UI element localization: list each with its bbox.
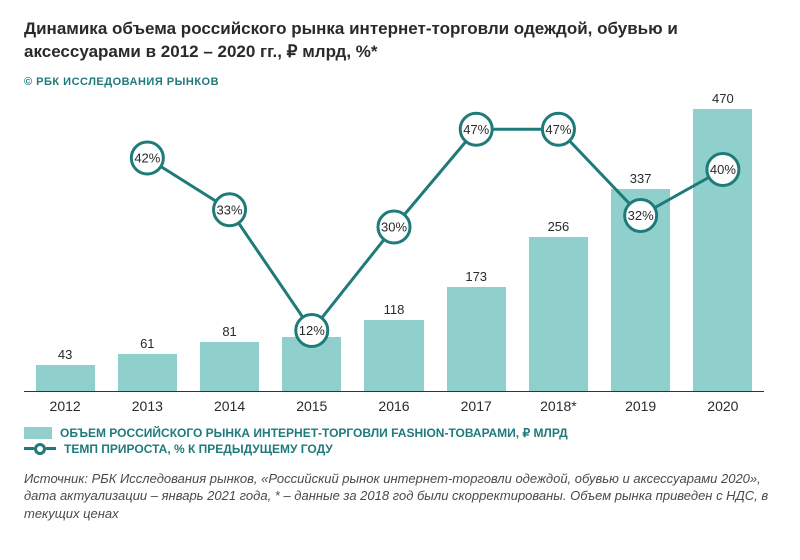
bar: 118 xyxy=(364,320,423,391)
legend-bar-label: ОБЪЕМ РОССИЙСКОГО РЫНКА ИНТЕРНЕТ-ТОРГОВЛ… xyxy=(60,426,568,440)
footnote: Источник: РБК Исследования рынков, «Росс… xyxy=(24,470,776,523)
bar: 61 xyxy=(118,354,177,391)
x-tick: 2014 xyxy=(188,392,270,414)
x-tick: 2019 xyxy=(600,392,682,414)
bar: 256 xyxy=(529,237,588,391)
x-tick: 2016 xyxy=(353,392,435,414)
bar: 43 xyxy=(36,365,95,391)
bar-value-label: 173 xyxy=(447,269,506,284)
bar: 90 xyxy=(282,337,341,391)
legend-bar: ОБЪЕМ РОССИЙСКОГО РЫНКА ИНТЕРНЕТ-ТОРГОВЛ… xyxy=(24,426,776,440)
x-tick: 2018* xyxy=(517,392,599,414)
legend-line-swatch xyxy=(24,443,56,455)
x-tick: 2017 xyxy=(435,392,517,414)
bar: 337 xyxy=(611,189,670,391)
bar-value-label: 470 xyxy=(693,91,752,106)
x-tick: 2013 xyxy=(106,392,188,414)
bar-value-label: 337 xyxy=(611,171,670,186)
legend-bar-swatch xyxy=(24,427,52,439)
x-tick: 2015 xyxy=(271,392,353,414)
x-tick: 2012 xyxy=(24,392,106,414)
bar-value-label: 43 xyxy=(36,347,95,362)
legend: ОБЪЕМ РОССИЙСКОГО РЫНКА ИНТЕРНЕТ-ТОРГОВЛ… xyxy=(24,426,776,456)
x-axis: 2012201320142015201620172018*20192020 xyxy=(24,392,764,414)
bar-value-label: 61 xyxy=(118,336,177,351)
chart-title: Динамика объема российского рынка интерн… xyxy=(24,18,776,64)
bar-value-label: 81 xyxy=(200,324,259,339)
bar: 81 xyxy=(200,342,259,391)
x-tick: 2020 xyxy=(682,392,764,414)
bar-value-label: 256 xyxy=(529,219,588,234)
bar-value-label: 90 xyxy=(282,319,341,334)
chart-area: 43618190118173256337470 42%33%12%30%47%4… xyxy=(24,92,764,392)
attribution: © РБК ИССЛЕДОВАНИЯ РЫНКОВ xyxy=(24,76,776,88)
legend-line: ТЕМП ПРИРОСТА, % К ПРЕДЫДУЩЕМУ ГОДУ xyxy=(24,442,776,456)
bar: 470 xyxy=(693,109,752,391)
legend-line-label: ТЕМП ПРИРОСТА, % К ПРЕДЫДУЩЕМУ ГОДУ xyxy=(64,442,333,456)
bar-value-label: 118 xyxy=(364,302,423,317)
bar: 173 xyxy=(447,287,506,391)
